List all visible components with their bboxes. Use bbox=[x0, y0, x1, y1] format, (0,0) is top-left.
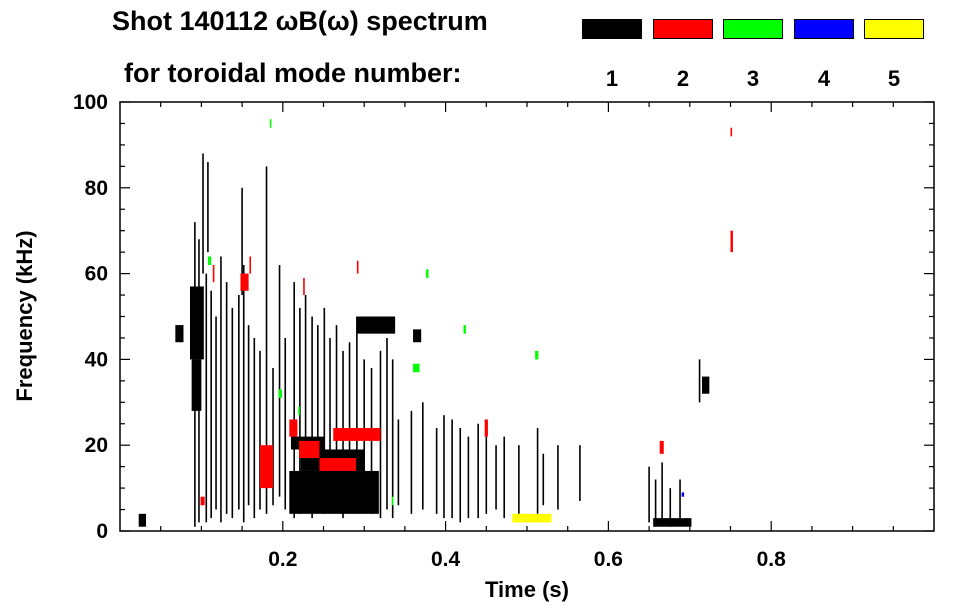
y-tick-label: 20 bbox=[85, 434, 108, 457]
mode-2-blob bbox=[730, 127, 733, 137]
axes: 0.2 0.4 0.6 0.8 0 20 40 60 80 100 bbox=[73, 91, 934, 571]
legend-label-mode-4: 4 bbox=[817, 66, 831, 91]
legend-swatch-mode-2 bbox=[653, 19, 713, 39]
mode-2-blob bbox=[333, 428, 381, 441]
mode-2-blob bbox=[240, 273, 249, 291]
y-axis-label: Frequency (kHz) bbox=[12, 230, 37, 401]
x-tick-label: 0.8 bbox=[757, 548, 787, 571]
legend-swatch-mode-3 bbox=[723, 19, 783, 39]
mode-1-blob bbox=[138, 513, 147, 527]
mode-2-blob bbox=[484, 419, 488, 437]
mode-3-blob bbox=[535, 350, 539, 360]
mode-2-blob bbox=[659, 440, 664, 454]
legend-label-mode-2: 2 bbox=[676, 66, 690, 91]
spectrogram-data bbox=[138, 119, 733, 527]
legend-swatch-mode-5 bbox=[864, 19, 924, 39]
legend-swatch-mode-4 bbox=[794, 19, 854, 39]
mode-4-blob bbox=[681, 492, 685, 497]
mode-3-blob bbox=[463, 325, 466, 334]
y-tick-label: 60 bbox=[85, 263, 108, 286]
y-tick-label: 0 bbox=[96, 520, 108, 543]
legend-caption: for toroidal mode number: bbox=[124, 58, 462, 88]
y-tick-label: 80 bbox=[85, 177, 108, 200]
mode-2-blob bbox=[299, 440, 320, 459]
mode-2-blob bbox=[200, 496, 205, 506]
mode-5-blob bbox=[512, 513, 552, 523]
mode-1-blob bbox=[289, 470, 379, 514]
mode-2-blob bbox=[260, 445, 274, 489]
mode-1-blob bbox=[413, 329, 422, 343]
mode-3-blob bbox=[426, 269, 429, 278]
mode-2-blob bbox=[730, 230, 733, 253]
x-tick-label: 0.2 bbox=[268, 548, 297, 571]
legend-label-mode-1: 1 bbox=[605, 66, 619, 91]
legend-label-mode-3: 3 bbox=[746, 66, 760, 91]
mode-1-blob bbox=[702, 376, 710, 394]
mode-2-blob bbox=[289, 419, 298, 437]
legend-label-mode-5: 5 bbox=[887, 66, 901, 91]
mode-1-blob bbox=[653, 518, 692, 527]
y-tick-label: 40 bbox=[85, 348, 108, 371]
mode-3-blob bbox=[413, 363, 420, 373]
chart-title: Shot 140112 ωB(ω) spectrum bbox=[112, 6, 488, 36]
mode-1-blob bbox=[191, 359, 202, 411]
mode-3-blob bbox=[278, 389, 282, 399]
mode-3-blob bbox=[207, 256, 212, 266]
mode-1-blob bbox=[356, 316, 396, 334]
mode-1-blob bbox=[190, 286, 204, 360]
y-tick-label: 100 bbox=[73, 91, 108, 114]
x-tick-label: 0.4 bbox=[431, 548, 461, 571]
mode-2-blob bbox=[319, 458, 357, 471]
x-axis-label: Time (s) bbox=[485, 577, 569, 602]
plot-frame bbox=[119, 101, 935, 532]
x-tick-label: 0.6 bbox=[594, 548, 623, 571]
mode-1-blob bbox=[175, 325, 184, 343]
legend-swatch-mode-1 bbox=[582, 19, 642, 39]
